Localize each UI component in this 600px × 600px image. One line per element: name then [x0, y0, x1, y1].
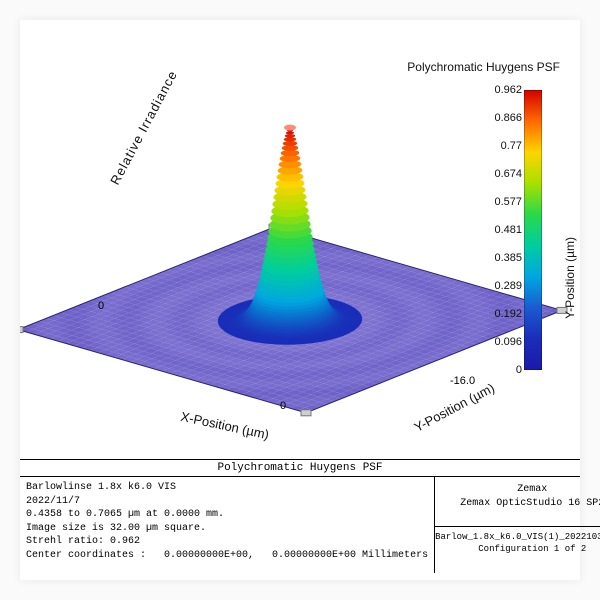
- colorbar-tick: 0.192: [494, 308, 522, 320]
- z-axis-tick-0: 0: [98, 300, 104, 312]
- footer-title: Polychromatic Huygens PSF: [20, 460, 580, 477]
- colorbar-tick: 0.577: [494, 196, 522, 208]
- x-axis-tick-0: 0: [280, 400, 286, 412]
- colorbar-tick: 0.962: [494, 84, 522, 96]
- colorbar: [524, 90, 542, 370]
- colorbar-title: Polychromatic Huygens PSF: [407, 60, 560, 74]
- colorbar-tick: 0.096: [494, 336, 522, 348]
- footer-file-block: Barlow_1.8x_k6.0_VIS(1)_20221031.zmxConf…: [435, 527, 600, 574]
- colorbar-tick: 0.674: [494, 168, 522, 180]
- footer-software-block: ZemaxZemax OpticStudio 16 SP2: [435, 477, 600, 527]
- info-footer: Polychromatic Huygens PSF Barlowlinse 1.…: [20, 459, 580, 580]
- colorbar-ticks: 0.9620.8660.770.6740.5770.4810.3850.2890…: [482, 90, 522, 370]
- colorbar-tick: 0.289: [494, 280, 522, 292]
- colorbar-tick: 0: [516, 364, 522, 376]
- colorbar-tick: 0.385: [494, 252, 522, 264]
- colorbar-tick: 0.481: [494, 224, 522, 236]
- chart-frame: Polychromatic Huygens PSF 0.962 0.866 0.77…: [20, 20, 580, 580]
- footer-left-block: Barlowlinse 1.8x k6.0 VIS 2022/11/7 0.43…: [20, 477, 435, 573]
- y-axis-tick-min: -16.0: [450, 375, 475, 387]
- plot-area: Polychromatic Huygens PSF 0.962 0.866 0.77…: [20, 20, 580, 460]
- colorbar-tick: 0.866: [494, 112, 522, 124]
- colorbar-axis-label: Y-Position (µm): [563, 237, 577, 319]
- colorbar-tick: 0.77: [501, 140, 522, 152]
